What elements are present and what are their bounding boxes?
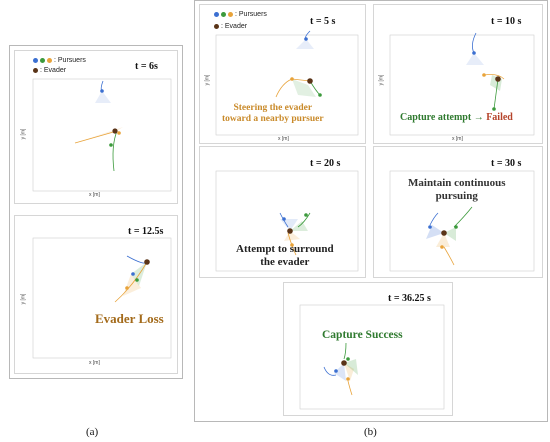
- pursuer-dot-green: [221, 12, 226, 17]
- time-label: t = 20 s: [310, 158, 341, 169]
- legend-evader: : Evader: [33, 67, 66, 74]
- pursuer-green-marker: [454, 225, 458, 229]
- capture-success-note: Capture Success: [322, 329, 403, 341]
- surround-note: Attempt to surround the evader: [236, 243, 334, 268]
- x-axis-label: x [m]: [278, 136, 289, 142]
- y-axis-label: y [m]: [378, 74, 385, 86]
- time-label: t = 36.25 s: [388, 293, 431, 304]
- legend-pursuers-label: : Pursuers: [235, 11, 267, 18]
- evader-marker: [144, 259, 150, 265]
- trajectory-plot: [215, 30, 359, 136]
- trajectory-plot: [32, 78, 172, 192]
- pursuer-green-marker: [346, 357, 350, 361]
- pursuer-green-marker: [109, 143, 113, 147]
- legend-evader-label: : Evader: [40, 67, 67, 74]
- legend-pursuers: : Pursuers: [33, 57, 86, 64]
- time-label: t = 5 s: [310, 16, 336, 27]
- evader-marker: [307, 78, 313, 84]
- evader-dot: [214, 24, 219, 29]
- pursuer-orange-marker: [290, 77, 294, 81]
- y-axis-label: y [m]: [20, 128, 27, 140]
- pursuer-dot-green: [40, 58, 45, 63]
- evader-marker: [112, 128, 118, 134]
- capture-attempt-label: Capture attempt: [400, 112, 472, 123]
- failed-label: Failed: [486, 112, 513, 123]
- pursuer-orange-marker: [482, 73, 486, 77]
- pursuer-blue-marker: [100, 89, 104, 93]
- panel-a-label: (a): [86, 426, 99, 438]
- legend-pursuers: : Pursuers: [214, 11, 267, 18]
- trajectory-plot: [389, 32, 535, 136]
- pursuer-orange-marker: [346, 377, 350, 381]
- legend-pursuers-label: : Pursuers: [54, 57, 86, 64]
- panel-b-plot-4: t = 30 s Maintain continuous pursuing: [373, 146, 543, 278]
- capture-attempt-note: Capture attempt → Failed: [400, 112, 513, 124]
- time-label: t = 10 s: [491, 16, 522, 27]
- panel-a-plot-1: : Pursuers : Evader t = 6s x [m] y [m]: [14, 50, 178, 204]
- pursuer-orange-marker: [290, 243, 294, 247]
- panel-b-plot-3: t = 20 s Attempt to surround the evader: [199, 146, 366, 278]
- time-label: t = 12.5s: [128, 226, 164, 237]
- trajectory-plot: [389, 170, 535, 272]
- y-axis-label: y [m]: [204, 74, 211, 86]
- pursuer-dot-blue: [33, 58, 38, 63]
- pursuer-blue-marker: [334, 369, 338, 373]
- time-label: t = 30 s: [491, 158, 522, 169]
- evader-marker: [441, 230, 447, 236]
- trajectory-plot: [299, 304, 445, 410]
- legend-evader-label: : Evader: [221, 23, 248, 30]
- pursuer-blue-marker: [428, 225, 432, 229]
- panel-b-label: (b): [364, 426, 377, 438]
- pursuer-orange-marker: [117, 131, 121, 135]
- trajectory-plot: [32, 237, 172, 359]
- pursuer-orange-marker: [440, 245, 444, 249]
- maintain-note: Maintain continuous pursuing: [408, 177, 506, 202]
- pursuer-blue-marker: [472, 51, 476, 55]
- x-axis-label: x [m]: [452, 136, 463, 142]
- trajectory-plot: [215, 170, 359, 272]
- evader-loss-note: Evader Loss: [95, 311, 164, 326]
- x-axis-label: x [m]: [89, 192, 100, 198]
- panel-b-plot-1: : Pursuers : Evader t = 5 s Steering the…: [199, 4, 366, 144]
- pursuer-green-marker: [318, 93, 322, 97]
- panel-b-plot-2: t = 10 s Capture attempt → Failed x [m] …: [373, 4, 543, 144]
- pursuer-blue-marker: [131, 272, 135, 276]
- pursuer-dot-orange: [228, 12, 233, 17]
- pursuer-blue-marker: [282, 217, 286, 221]
- evader-marker: [341, 360, 347, 366]
- pursuer-dot-blue: [214, 12, 219, 17]
- pursuer-green-marker: [492, 107, 496, 111]
- panel-b-plot-5: t = 36.25 s Capture Success: [283, 282, 453, 416]
- pursuer-orange-marker: [125, 286, 129, 290]
- evader-marker: [287, 228, 293, 234]
- arrow-icon: →: [473, 112, 487, 123]
- steering-note: Steering the evader toward a nearby purs…: [222, 103, 324, 124]
- evader-marker: [495, 76, 501, 82]
- pursuer-green-marker: [135, 278, 139, 282]
- x-axis-label: x [m]: [89, 360, 100, 366]
- legend-evader: : Evader: [214, 23, 247, 30]
- panel-a-plot-2: t = 12.5s Evader Loss x [m] y [m]: [14, 215, 178, 374]
- time-label: t = 6s: [135, 61, 158, 72]
- pursuer-blue-marker: [304, 37, 308, 41]
- y-axis-label: y [m]: [20, 293, 27, 305]
- pursuer-green-marker: [304, 213, 308, 217]
- pursuer-dot-orange: [47, 58, 52, 63]
- evader-dot: [33, 68, 38, 73]
